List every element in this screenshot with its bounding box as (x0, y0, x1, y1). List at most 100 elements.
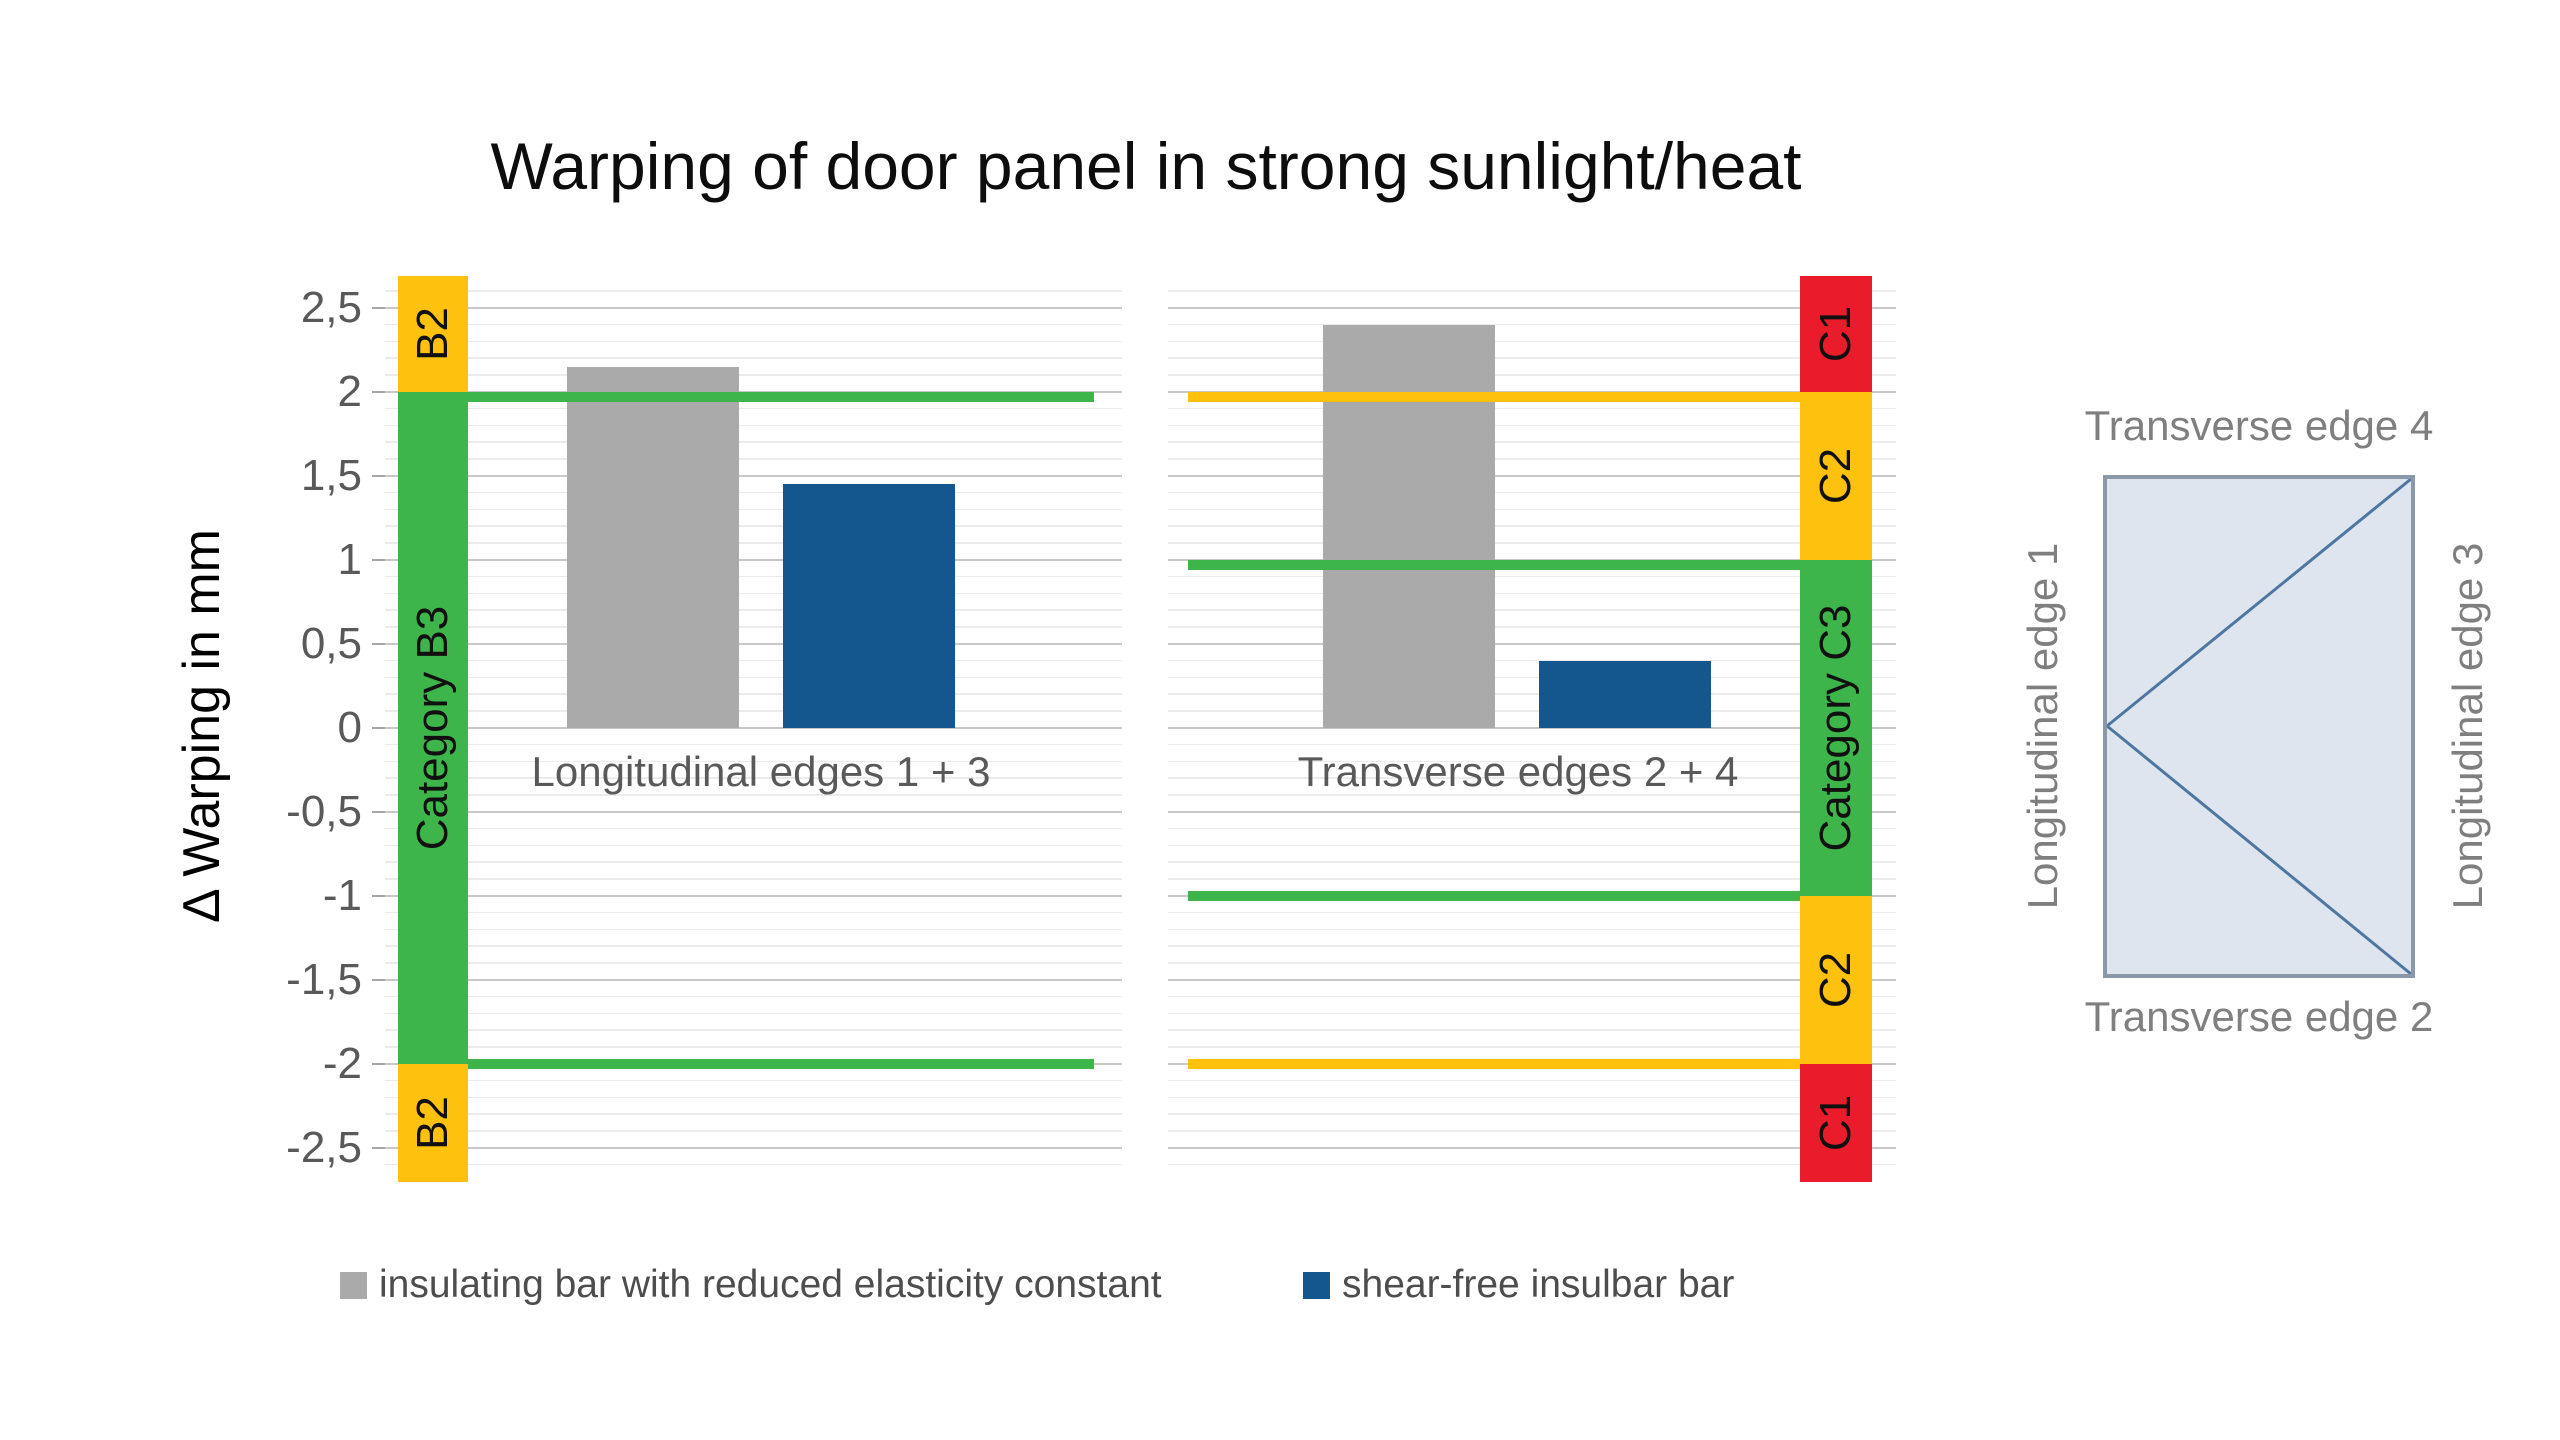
minor-gridline (385, 693, 1122, 695)
minor-gridline (1168, 609, 1896, 611)
minor-gridline (385, 1130, 1122, 1132)
minor-gridline (1168, 794, 1896, 796)
y-tick-mark (372, 1147, 386, 1149)
legend-item-insulating-bar: insulating bar with reduced elasticity c… (340, 1262, 1162, 1308)
minor-gridline (1168, 928, 1896, 931)
major-gridline (385, 475, 1122, 477)
minor-gridline (1168, 777, 1896, 779)
minor-gridline (1168, 710, 1896, 712)
threshold-line-plus2 (468, 392, 1094, 402)
minor-gridline (1168, 626, 1896, 628)
minor-gridline (1168, 693, 1896, 695)
minor-gridline (1168, 441, 1896, 443)
major-gridline (1168, 1147, 1896, 1149)
y-tick-label: -2 (322, 1039, 362, 1088)
major-gridline (385, 811, 1122, 813)
bar-shear-free-transverse (1539, 660, 1711, 728)
minor-gridline (1168, 1029, 1896, 1031)
major-gridline (385, 895, 1122, 897)
door-edge-label-left: Longitudinal edge 1 (2019, 542, 2066, 910)
major-gridline (385, 727, 1122, 729)
y-tick-label: -2,5 (286, 1123, 362, 1172)
minor-gridline (1168, 340, 1896, 343)
y-tick-mark (372, 307, 386, 309)
minor-gridline (385, 508, 1122, 511)
minor-gridline (385, 911, 1122, 914)
legend-label: shear-free insulbar bar (1342, 1263, 1735, 1306)
minor-gridline (385, 760, 1122, 763)
minor-gridline (385, 676, 1122, 679)
legend-swatch-blue-icon (1303, 1271, 1330, 1299)
minor-gridline (385, 928, 1122, 931)
threshold-line-minus2 (468, 1059, 1094, 1069)
y-tick-label: 1,5 (300, 451, 362, 500)
minor-gridline (1168, 945, 1896, 947)
category-band-label: C1 (1811, 1094, 1860, 1151)
category-band-category-b3 (398, 392, 468, 1064)
legend-swatch-gray-icon (340, 1271, 367, 1299)
y-tick-label: 2,5 (300, 283, 362, 332)
minor-gridline (1168, 743, 1896, 746)
bar-insulating-longitudinal (567, 366, 739, 728)
y-tick-mark (372, 559, 386, 561)
door-opening-lines-icon (2106, 477, 2412, 976)
legend-label: insulating bar with reduced elasticity c… (379, 1263, 1162, 1306)
major-gridline (1168, 811, 1896, 813)
minor-gridline (385, 1113, 1122, 1115)
minor-gridline (385, 626, 1122, 628)
y-tick-label: 0 (337, 703, 362, 752)
category-band-category-c3 (1800, 560, 1872, 896)
major-gridline (385, 643, 1122, 645)
minor-gridline (1168, 424, 1896, 427)
y-tick-label: -0,5 (286, 787, 362, 836)
minor-gridline (1168, 458, 1896, 460)
minor-gridline (1168, 374, 1896, 376)
minor-gridline (1168, 357, 1896, 359)
door-edge-label-bottom: Transverse edge 2 (2084, 993, 2434, 1040)
minor-gridline (385, 374, 1122, 376)
minor-gridline (1168, 575, 1896, 578)
threshold-line-plus2 (1188, 392, 1800, 402)
minor-gridline (1168, 861, 1896, 863)
minor-gridline (1168, 508, 1896, 511)
minor-gridline (1168, 1113, 1896, 1115)
legend-item-shear-free-bar: shear-free insulbar bar (1303, 1262, 1734, 1308)
major-gridline (385, 979, 1122, 981)
category-band-label: B2 (408, 1095, 457, 1150)
y-tick-label: 1 (337, 535, 362, 584)
threshold-line-minus2 (1188, 1059, 1800, 1069)
minor-gridline (385, 609, 1122, 611)
minor-gridline (1168, 491, 1896, 494)
minor-gridline (1168, 542, 1896, 544)
y-tick-label: 2 (337, 367, 362, 416)
minor-gridline (1168, 1096, 1896, 1099)
category-band-b2 (398, 1064, 468, 1182)
minor-gridline (385, 575, 1122, 578)
x-group-label-longitudinal: Longitudinal edges 1 + 3 (531, 748, 991, 795)
minor-gridline (385, 357, 1122, 359)
y-tick-label: -1,5 (286, 955, 362, 1004)
minor-gridline (385, 827, 1122, 830)
minor-gridline (1168, 760, 1896, 763)
minor-gridline (385, 777, 1122, 779)
minor-gridline (385, 424, 1122, 427)
minor-gridline (1168, 827, 1896, 830)
minor-gridline (385, 1096, 1122, 1099)
major-gridline (385, 559, 1122, 561)
minor-gridline (385, 861, 1122, 863)
y-tick-mark (372, 895, 386, 897)
minor-gridline (385, 794, 1122, 796)
category-band-c1 (1800, 1064, 1872, 1182)
minor-gridline (1168, 995, 1896, 998)
minor-gridline (1168, 290, 1896, 292)
minor-gridline (385, 1012, 1122, 1015)
minor-gridline (385, 340, 1122, 343)
y-tick-mark (372, 727, 386, 729)
minor-gridline (385, 1046, 1122, 1048)
minor-gridline (385, 1079, 1122, 1082)
minor-gridline (385, 995, 1122, 998)
y-tick-mark (372, 979, 386, 981)
door-edge-label-top: Transverse edge 4 (2084, 402, 2434, 449)
minor-gridline (1168, 1163, 1896, 1166)
